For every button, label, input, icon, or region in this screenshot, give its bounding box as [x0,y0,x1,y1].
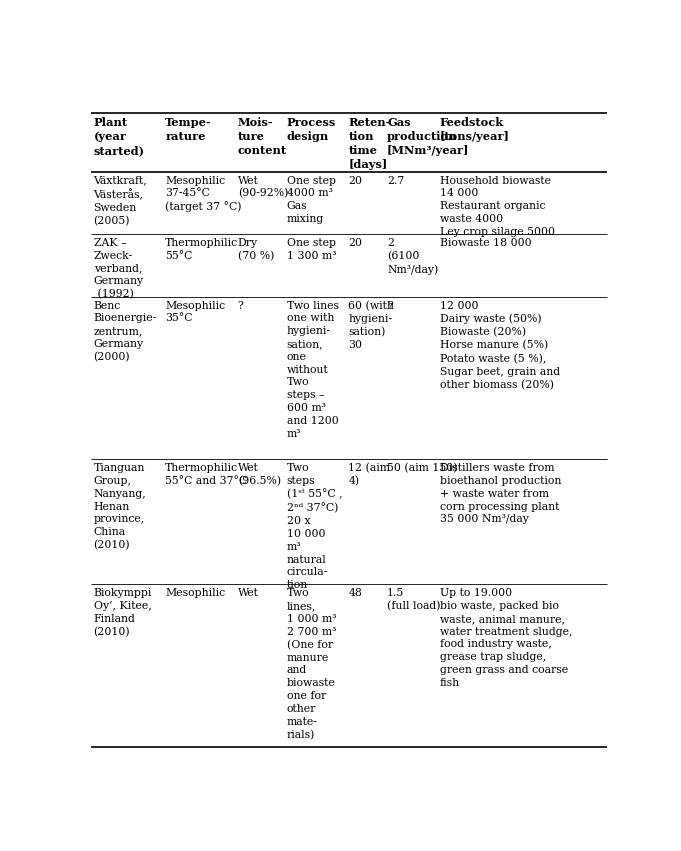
Text: Two
steps
(1ˢᵗ 55°C ,
2ⁿᵈ 37°C)
20 x
10 000
m³
natural
circula-
tion: Two steps (1ˢᵗ 55°C , 2ⁿᵈ 37°C) 20 x 10 … [287,463,343,590]
Text: Wet
(90-92%): Wet (90-92%) [238,175,288,199]
Text: One step
4000 m³
Gas
mixing: One step 4000 m³ Gas mixing [287,175,336,224]
Text: Two lines
one with
hygieni-
sation,
one
without
Two
steps –
600 m³
and 1200
m³: Two lines one with hygieni- sation, one … [287,300,338,438]
Text: 12 (aim
4): 12 (aim 4) [349,463,390,487]
Text: ZAK –
Zweck-
verband,
Germany
 (1992): ZAK – Zweck- verband, Germany (1992) [93,238,144,300]
Text: Mesophilic
37-45°C
(target 37 °C): Mesophilic 37-45°C (target 37 °C) [165,175,242,212]
Text: 50 (aim 150): 50 (aim 150) [387,463,458,473]
Text: Mesophilic
35°C: Mesophilic 35°C [165,300,225,323]
Text: Thermophilic
55°C and 37°C: Thermophilic 55°C and 37°C [165,463,247,486]
Text: Thermophilic
55°C: Thermophilic 55°C [165,238,238,261]
Text: One step
1 300 m³: One step 1 300 m³ [287,238,336,261]
Text: 12 000
Dairy waste (50%)
Biowaste (20%)
Horse manure (5%)
Potato waste (5 %),
Su: 12 000 Dairy waste (50%) Biowaste (20%) … [440,300,560,390]
Text: Plant
(year
started): Plant (year started) [93,117,144,156]
Text: Tempe-
rature: Tempe- rature [165,117,212,141]
Text: Gas
production
[MNm³/year]: Gas production [MNm³/year] [387,117,469,156]
Text: Wet: Wet [238,588,259,598]
Text: Mois-
ture
content: Mois- ture content [238,117,287,156]
Text: Mesophilic: Mesophilic [165,588,225,598]
Text: Wet
(96.5%): Wet (96.5%) [238,463,281,487]
Text: ?: ? [238,300,243,311]
Text: 1.5
(full load): 1.5 (full load) [387,588,441,612]
Text: Household biowaste
14 000
Restaurant organic
waste 4000
Ley crop silage 5000: Household biowaste 14 000 Restaurant org… [440,175,555,237]
Text: Benc
Bioenergie-
zentrum,
Germany
(2000): Benc Bioenergie- zentrum, Germany (2000) [93,300,157,363]
Text: 20: 20 [349,175,362,186]
Text: 60 (with
hygieni-
sation)
30: 60 (with hygieni- sation) 30 [349,300,394,350]
Text: 2
(6100
Nm³/day): 2 (6100 Nm³/day) [387,238,439,275]
Text: Feedstock
[tons/year]: Feedstock [tons/year] [440,117,509,141]
Text: ?: ? [387,300,393,311]
Text: 2.7: 2.7 [387,175,405,186]
Text: Two
lines,
1 000 m³
2 700 m³
(One for
manure
and
biowaste
one for
other
mate-
ri: Two lines, 1 000 m³ 2 700 m³ (One for ma… [287,588,336,740]
Text: Process
design: Process design [287,117,336,141]
Text: Biowaste 18 000: Biowaste 18 000 [440,238,531,248]
Text: Växtkraft,
Västerås,
Sweden
(2005): Växtkraft, Västerås, Sweden (2005) [93,175,147,226]
Text: Tianguan
Group,
Nanyang,
Henan
province,
China
(2010): Tianguan Group, Nanyang, Henan province,… [93,463,146,551]
Text: 20: 20 [349,238,362,248]
Text: Up to 19.000
bio waste, packed bio
waste, animal manure,
water treatment sludge,: Up to 19.000 bio waste, packed bio waste… [440,588,572,688]
Text: Dry
(70 %): Dry (70 %) [238,238,274,261]
Text: Biokymppi
Oy’, Kitee,
Finland
(2010): Biokymppi Oy’, Kitee, Finland (2010) [93,588,152,637]
Text: Distillers waste from
bioethanol production
+ waste water from
corn processing p: Distillers waste from bioethanol product… [440,463,561,524]
Text: 48: 48 [349,588,362,598]
Text: Reten-
tion
time
[days]: Reten- tion time [days] [349,117,391,170]
